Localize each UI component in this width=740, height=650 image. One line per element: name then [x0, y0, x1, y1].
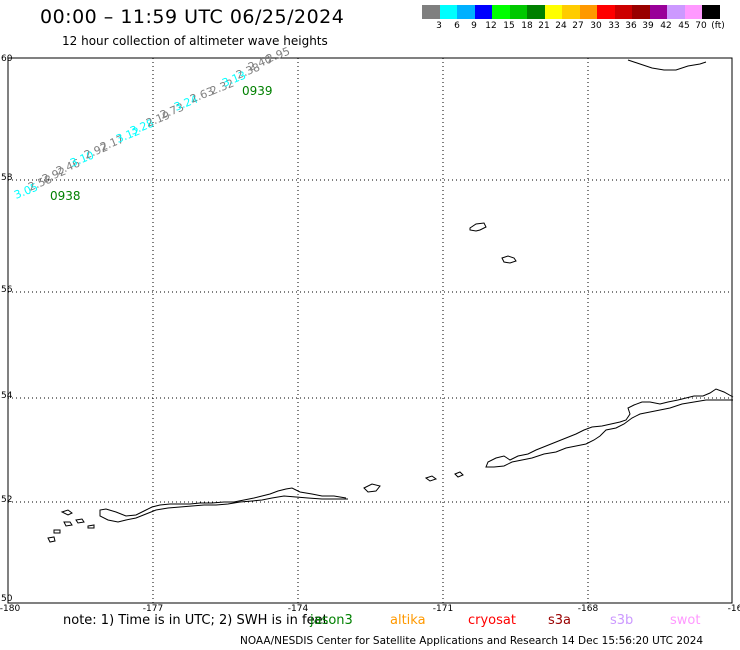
legend-swatch [562, 5, 580, 19]
satellite-label: altika [390, 613, 426, 628]
track-time-label: 0939 [242, 84, 273, 98]
lat-tick-label: 56 [1, 285, 13, 295]
coastline-segment [87, 524, 95, 529]
legend-label: 36 [625, 21, 637, 31]
legend-label: 33 [608, 21, 620, 31]
coastline-segment [363, 483, 381, 493]
legend-swatch [579, 5, 597, 19]
map-title: 00:00 – 11:59 UTC 06/25/2024 [40, 6, 345, 28]
coastline-segment [485, 388, 734, 468]
legend-swatch [597, 5, 615, 19]
lat-tick-label: 60 [1, 54, 13, 64]
coastline-segment [75, 518, 85, 524]
lon-tick-label: -177 [143, 604, 163, 614]
lon-tick-label: -16 [728, 604, 740, 614]
satellite-label: s3a [548, 613, 572, 628]
legend-swatch [474, 5, 492, 19]
coastline-segment [454, 471, 464, 478]
legend-label: 6 [454, 21, 460, 31]
legend-label: 42 [660, 21, 672, 31]
lon-tick-label: -171 [433, 604, 453, 614]
legend-label: 30 [590, 21, 602, 31]
lat-tick-label: 58 [1, 173, 13, 183]
lat-tick-label: 50 [1, 594, 13, 604]
legend-label: 3 [436, 21, 442, 31]
legend-label: 45 [678, 21, 690, 31]
track-time-label: 0938 [50, 189, 81, 203]
footnote: note: 1) Time is in UTC; 2) SWH is in fe… [63, 613, 328, 628]
coastline-segment [60, 509, 73, 516]
legend-swatch [667, 5, 685, 19]
lat-tick-label: 54 [1, 391, 13, 401]
legend-label: 12 [485, 21, 497, 31]
coastline-segment [627, 59, 707, 71]
satellite-label: swot [670, 613, 701, 628]
lon-tick-label: -180 [0, 604, 20, 614]
legend-swatch [544, 5, 562, 19]
coastline-segment [424, 475, 438, 482]
legend-labels: 3 6 9 12 15 18 21 24 27 30 33 36 39 42 45 70 (ft) [0, 21, 740, 33]
legend-label: 18 [521, 21, 533, 31]
credit-line: NOAA/NESDIS Center for Satellite Applica… [240, 635, 704, 647]
map-frame [7, 57, 733, 604]
axis-tick-labels: -180 -177 -174 -171 -168 -16 60 58 56 54 52 50 [0, 54, 740, 614]
legend-swatch [492, 5, 510, 19]
legend-label: 27 [572, 21, 584, 31]
lon-tick-label: -168 [578, 604, 599, 614]
legend-swatch [422, 5, 440, 19]
satellite-label: cryosat [468, 613, 516, 628]
legend-swatch [702, 5, 720, 19]
coastline-segment [53, 529, 61, 534]
lat-tick-label: 52 [1, 495, 12, 505]
legend-label: 70 [695, 21, 707, 31]
coastline [47, 59, 734, 543]
satellite-label: s3b [610, 613, 634, 628]
coastline-segment [501, 255, 517, 264]
coastline-segment [99, 487, 348, 523]
coastline-segment [47, 536, 56, 543]
legend-swatch [439, 5, 457, 19]
legend-swatch [632, 5, 650, 19]
legend-label: 15 [503, 21, 515, 31]
legend-label: 21 [538, 21, 550, 31]
map-subtitle: 12 hour collection of altimeter wave hei… [62, 34, 328, 48]
legend-swatch [649, 5, 667, 19]
legend-label: (ft) [711, 21, 725, 31]
legend-swatch [614, 5, 632, 19]
legend-label: 39 [642, 21, 654, 31]
legend-label: 9 [471, 21, 477, 31]
satellite-label: jason3 [310, 613, 353, 628]
coastline-segment [63, 521, 73, 527]
graticule-grid [8, 58, 732, 603]
legend-swatch [457, 5, 475, 19]
legend-swatch [684, 5, 702, 19]
legend-label: 24 [555, 21, 567, 31]
legend-swatch [527, 5, 545, 19]
color-legend [422, 5, 720, 19]
lon-tick-label: -174 [288, 604, 309, 614]
coastline-segment [469, 222, 487, 232]
legend-swatch [509, 5, 527, 19]
